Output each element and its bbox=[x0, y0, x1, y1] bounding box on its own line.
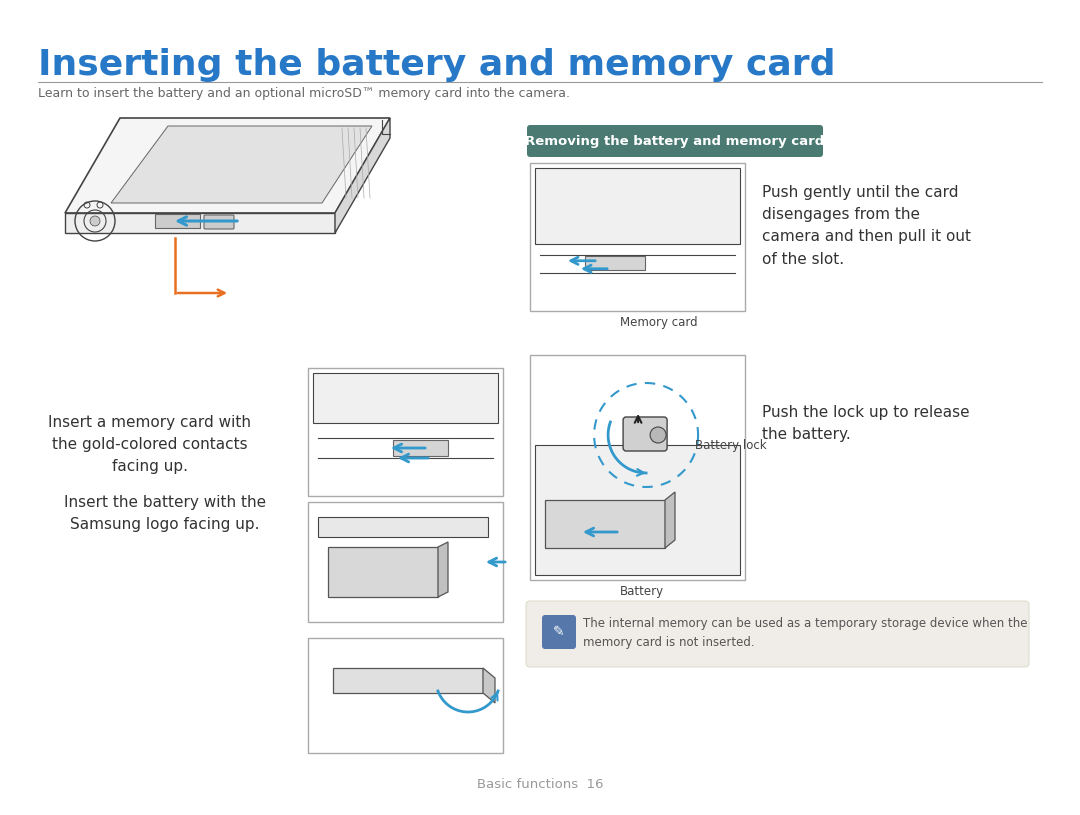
Circle shape bbox=[90, 216, 100, 226]
Text: Push gently until the card
disengages from the
camera and then pull it out
of th: Push gently until the card disengages fr… bbox=[762, 185, 971, 267]
FancyBboxPatch shape bbox=[530, 355, 745, 580]
Text: Insert the battery with the
Samsung logo facing up.: Insert the battery with the Samsung logo… bbox=[64, 495, 266, 532]
Text: Removing the battery and memory card: Removing the battery and memory card bbox=[525, 134, 825, 148]
Polygon shape bbox=[313, 373, 498, 423]
Text: Insert a memory card with
the gold-colored contacts
facing up.: Insert a memory card with the gold-color… bbox=[49, 415, 252, 474]
FancyBboxPatch shape bbox=[393, 440, 448, 456]
Text: Basic functions  16: Basic functions 16 bbox=[476, 778, 604, 791]
Polygon shape bbox=[335, 118, 390, 233]
FancyBboxPatch shape bbox=[308, 368, 503, 496]
Text: ✎: ✎ bbox=[553, 625, 565, 639]
FancyBboxPatch shape bbox=[623, 417, 667, 451]
Polygon shape bbox=[665, 492, 675, 548]
Polygon shape bbox=[333, 668, 483, 693]
Text: Learn to insert the battery and an optional microSD™ memory card into the camera: Learn to insert the battery and an optio… bbox=[38, 87, 570, 100]
Polygon shape bbox=[535, 168, 740, 244]
Text: Memory card: Memory card bbox=[620, 316, 698, 329]
Text: Push the lock up to release
the battery.: Push the lock up to release the battery. bbox=[762, 405, 970, 443]
FancyBboxPatch shape bbox=[530, 163, 745, 311]
FancyBboxPatch shape bbox=[308, 502, 503, 622]
Text: Battery: Battery bbox=[620, 585, 664, 598]
Text: Inserting the battery and memory card: Inserting the battery and memory card bbox=[38, 48, 836, 82]
FancyBboxPatch shape bbox=[585, 256, 645, 270]
FancyBboxPatch shape bbox=[542, 615, 576, 649]
Text: Battery lock: Battery lock bbox=[696, 438, 767, 452]
FancyBboxPatch shape bbox=[156, 214, 200, 228]
Polygon shape bbox=[535, 445, 740, 575]
Polygon shape bbox=[318, 517, 488, 537]
Polygon shape bbox=[438, 542, 448, 597]
FancyBboxPatch shape bbox=[328, 547, 438, 597]
Text: The internal memory can be used as a temporary storage device when the
memory ca: The internal memory can be used as a tem… bbox=[583, 617, 1027, 649]
Polygon shape bbox=[65, 118, 390, 213]
FancyBboxPatch shape bbox=[204, 215, 234, 229]
FancyBboxPatch shape bbox=[545, 500, 665, 548]
Polygon shape bbox=[483, 668, 495, 703]
Polygon shape bbox=[111, 126, 372, 203]
Polygon shape bbox=[65, 213, 335, 233]
FancyBboxPatch shape bbox=[308, 638, 503, 753]
Circle shape bbox=[650, 427, 666, 443]
FancyBboxPatch shape bbox=[526, 601, 1029, 667]
FancyBboxPatch shape bbox=[527, 125, 823, 157]
